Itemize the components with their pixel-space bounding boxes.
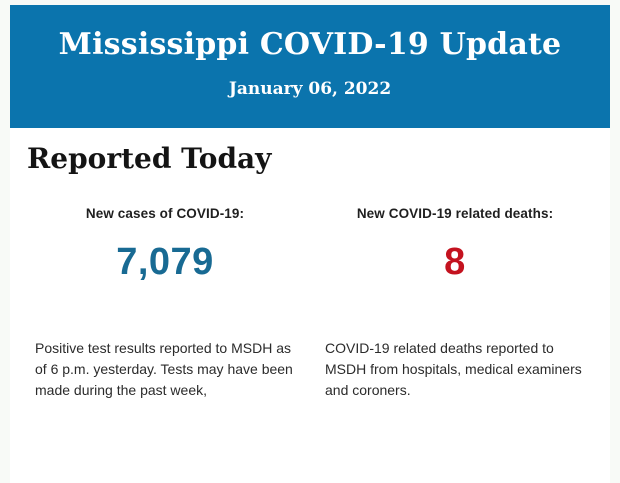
page-title: Mississippi COVID-19 Update	[58, 27, 562, 63]
new-deaths-stat: New COVID-19 related deaths: 8 COVID-19 …	[325, 206, 585, 401]
deaths-label: New COVID-19 related deaths:	[356, 205, 554, 221]
header-banner: Mississippi COVID-19 Update January 06, …	[10, 5, 610, 128]
section-heading: Reported Today	[27, 142, 272, 175]
report-date: January 06, 2022	[228, 78, 392, 99]
report-section: Reported Today New cases of COVID-19: 7,…	[10, 128, 610, 483]
cases-description: Positive test results reported to MSDH a…	[35, 339, 293, 398]
deaths-description: COVID-19 related deaths reported to MSDH…	[325, 339, 582, 398]
stats-grid: New cases of COVID-19: 7,079 Positive te…	[27, 206, 593, 401]
new-cases-stat: New cases of COVID-19: 7,079 Positive te…	[35, 206, 295, 401]
cases-label: New cases of COVID-19:	[85, 205, 245, 221]
cases-value: 7,079	[116, 240, 214, 283]
deaths-value: 8	[444, 240, 466, 283]
